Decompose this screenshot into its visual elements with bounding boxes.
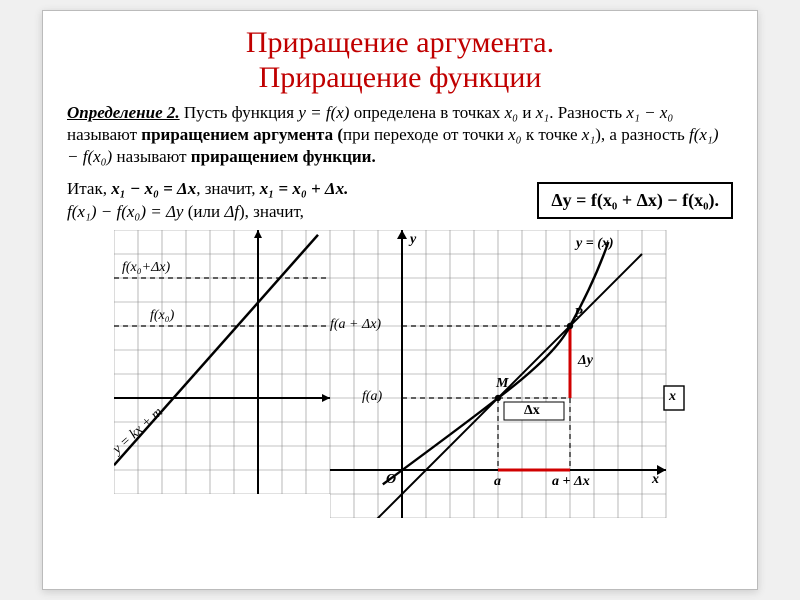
charts-row: f(x₀+Δx)f(x₀)y = kx + m y = (x)f(a + Δx)…: [67, 230, 733, 518]
label-x-side: x: [669, 389, 676, 405]
title-line-1: Приращение аргумента.: [246, 26, 554, 59]
label-fa: f(a): [362, 389, 382, 405]
slide-title: Приращение аргумента. Приращение функции: [67, 25, 733, 96]
title-line-2: Приращение функции: [259, 61, 542, 94]
label-a: a: [494, 474, 501, 490]
formula-box: Δy = f(x₀ + Δx) − f(x₀).: [537, 182, 733, 219]
definition-paragraph: Определение 2. Пусть функция y = f(x) оп…: [67, 102, 733, 168]
label-yfx: y = (x): [576, 236, 614, 252]
right-chart: y = (x) f(a + Δx) f(a) P M Δy Δx Oa a + Δx x y x: [330, 230, 686, 518]
label-O: O: [386, 472, 396, 488]
summary-text: Итак, x₁ − x₀ = Δx, значит, x₁ = x₀ + Δx…: [67, 178, 519, 224]
slide-page: Приращение аргумента. Приращение функции…: [42, 10, 758, 590]
label-P: P: [574, 306, 583, 322]
definition-head: Определение 2.: [67, 103, 180, 122]
label-fadx: f(a + Δx): [330, 317, 381, 333]
label-y-axis: y: [410, 232, 416, 248]
summary-row: Итак, x₁ − x₀ = Δx, значит, x₁ = x₀ + Δx…: [67, 178, 733, 224]
label-M: M: [496, 376, 508, 392]
label-dx: Δx: [524, 403, 540, 419]
label-x-axis: x: [652, 472, 659, 488]
label-fx0: f(x₀): [150, 308, 174, 324]
left-chart: f(x₀+Δx)f(x₀)y = kx + m: [114, 230, 330, 518]
label-fx0dx: f(x₀+Δx): [122, 260, 170, 276]
label-adx: a + Δx: [552, 474, 590, 490]
right-chart-svg: [330, 230, 686, 518]
label-dy: Δy: [578, 353, 593, 369]
